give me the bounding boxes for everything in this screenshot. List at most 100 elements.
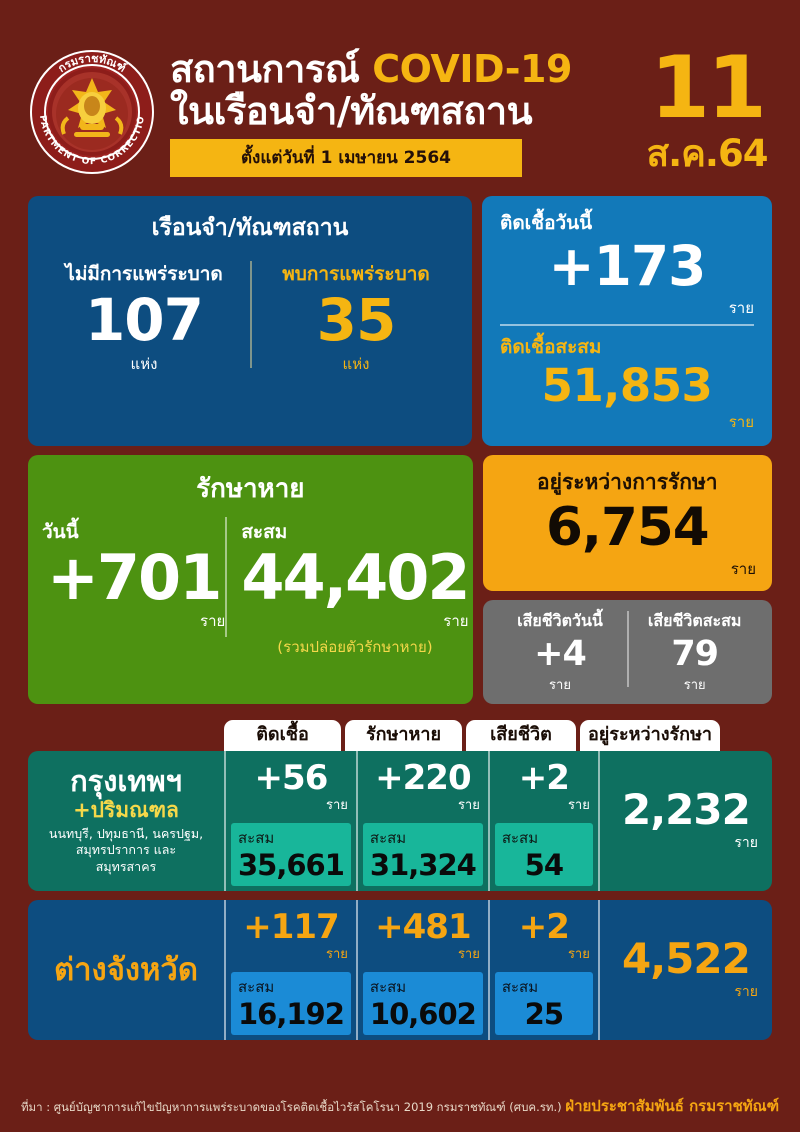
panel-recovered: รักษาหาย วันนี้ +701 ราย สะสม 44,402 ราย… [28,455,473,704]
panel-infected: ติดเชื้อวันนี้ +173 ราย ติดเชื้อสะสม 51,… [482,196,772,447]
unit: ราย [734,983,758,1000]
cell-recovered: +481 ราย สะสม 10,602 [355,899,488,1040]
treating-value: 4,522 [621,933,751,983]
column-header-infected: ติดเชื้อ [224,719,341,751]
cumulative-key: สะสม [369,829,407,848]
report-day-number: 11 [650,37,767,138]
right-stats-column: อยู่ระหว่างการรักษา 6,754 ราย เสียชีวิตว… [482,455,772,704]
stats-row-bottom: รักษาหาย วันนี้ +701 ราย สะสม 44,402 ราย… [28,455,772,704]
row-label-provinces: ต่างจังหวัด [28,900,224,1040]
infected-today-value: +173 [548,234,707,298]
region-table: ติดเชื้อ รักษาหาย เสียชีวิต อยู่ระหว่างร… [0,719,800,1040]
deaths-cumulative-unit: ราย [683,677,706,693]
recovered-cumulative: 31,324 [369,848,477,883]
unit: ราย [734,834,758,851]
deaths-today-label: เสียชีวิตวันนี้ [517,610,603,630]
title-block: สถานการณ์ COVID-19 ในเรือนจำ/ทัณฑสถาน ตั… [156,47,632,177]
cell-treating: 2,232 ราย [597,750,772,891]
panel-prisons: เรือนจำ/ทัณฑสถาน ไม่มีการแพร่ระบาด 107 แ… [28,196,472,447]
recovered-today-unit: ราย [200,612,226,631]
infected-today-unit: ราย [728,298,754,317]
row-name-main: ต่างจังหวัด [54,951,198,988]
infected-cumulative-value: 51,853 [541,358,713,412]
title-covid: COVID-19 [372,47,572,92]
infected-cumulative-unit: ราย [728,413,754,432]
column-header-deaths: เสียชีวิต [466,719,576,751]
page-title-line-2: ในเรือนจำ/ทัณฑสถาน [170,88,533,133]
cell-infected: +117 ราย สะสม 16,192 [224,899,356,1040]
panel-recovered-title: รักษาหาย [196,474,305,505]
department-of-corrections-seal-icon: กรมราชทัณฑ์ DEPARTMENT OF CORRECTIONS [28,48,156,176]
prisons-no-outbreak: ไม่มีการแพร่ระบาด 107 แห่ง [38,259,250,376]
infected-today-label: ติดเชื้อวันนี้ [500,212,593,234]
recovered-cumulative-unit: ราย [443,612,469,631]
cell-deaths: +2 ราย สะสม 25 [487,899,598,1040]
cell-treating: 4,522 ราย [597,899,772,1040]
recovered-today-label: วันนี้ [42,521,79,544]
stats-row-top: เรือนจำ/ทัณฑสถาน ไม่มีการแพร่ระบาด 107 แ… [28,196,772,447]
deaths-today: +2 [518,906,570,947]
cumulative-key: สะสม [238,829,275,848]
header: กรมราชทัณฑ์ DEPARTMENT OF CORRECTIONS สถ… [0,0,800,196]
recovered-cumulative: 10,602 [369,997,477,1032]
no-outbreak-label: ไม่มีการแพร่ระบาด [65,263,223,285]
outbreak-label: พบการแพร่ระบาด [282,263,430,285]
outbreak-unit: แห่ง [342,354,370,373]
treating-value: 6,754 [545,497,710,559]
cell-infected: +56 ราย สะสม 35,661 [224,750,356,891]
unit: ราย [457,947,480,963]
cumulative-key: สะสม [238,978,275,997]
infected-today: +117 [243,906,339,947]
treating-value: 2,232 [621,784,751,834]
recovered-cumulative-value: 44,402 [241,541,470,615]
prisons-with-outbreak: พบการแพร่ระบาด 35 แห่ง [250,259,462,376]
table-row: ต่างจังหวัด +117 ราย สะสม 16,192 +481 รา… [28,899,772,1040]
deaths-today-value: +4 [534,633,587,674]
treating-title: อยู่ระหว่างการรักษา [537,470,718,495]
recovered-today: วันนี้ +701 ราย [42,517,225,659]
footer: ที่มา : ศูนย์บัญชาการแก้ไขปัญหาการแพร่ระ… [0,1094,800,1118]
unit: ราย [567,798,590,814]
treating-unit: ราย [730,559,756,578]
cumulative-key: สะสม [501,829,539,848]
report-month-year: ส.ค.64 [632,132,782,172]
divider [500,323,754,326]
deaths-cumulative: เสียชีวิตสะสม 79 ราย [627,609,762,695]
table-column-headers: ติดเชื้อ รักษาหาย เสียชีวิต อยู่ระหว่างร… [224,719,772,751]
cell-recovered: +220 ราย สะสม 31,324 [355,750,488,891]
table-row: กรุงเทพฯ +ปริมณฑล นนทบุรี, ปทุมธานี, นคร… [28,750,772,891]
column-header-treating: อยู่ระหว่างรักษา [580,719,720,751]
row-label-bangkok: กรุงเทพฯ +ปริมณฑล นนทบุรี, ปทุมธานี, นคร… [28,751,224,891]
infected-cumulative-label: ติดเชื้อสะสม [500,335,602,358]
detail-line-3: สมุทรสาคร [95,858,157,874]
deaths-cumulative: 54 [524,848,564,883]
row-name-main: กรุงเทพฯ [70,763,182,798]
recovered-today-value: +701 [46,541,222,615]
unit: ราย [457,798,480,814]
deaths-today: +2 [518,757,570,798]
infected-cumulative: 16,192 [238,997,345,1032]
cumulative-key: สะสม [501,978,539,997]
cell-deaths: +2 ราย สะสม 54 [487,750,598,891]
cumulative-key: สะสม [369,978,407,997]
row-name-sub: +ปริมณฑล [73,797,179,822]
stats-grid: เรือนจำ/ทัณฑสถาน ไม่มีการแพร่ระบาด 107 แ… [0,196,800,704]
page-title-line-1: สถานการณ์ COVID-19 [170,49,632,90]
deaths-today: เสียชีวิตวันนี้ +4 ราย [493,609,628,695]
date-range-badge: ตั้งแต่วันที่ 1 เมษายน 2564 [170,138,522,177]
panel-deaths: เสียชีวิตวันนี้ +4 ราย เสียชีวิตสะสม 79 … [482,599,772,704]
panel-under-treatment: อยู่ระหว่างการรักษา 6,754 ราย [482,455,772,591]
infected-today: +56 [254,757,329,798]
column-header-recovered: รักษาหาย [345,719,462,751]
panel-prisons-title: เรือนจำ/ทัณฑสถาน [151,215,349,241]
report-date: 11 ส.ค.64 [632,37,782,172]
recovered-cumulative-label: สะสม [241,521,288,544]
recovered-today: +481 [375,906,471,947]
detail-line-2: สมุทรปราการ และ [75,842,177,858]
footer-source: ที่มา : ศูนย์บัญชาการแก้ไขปัญหาการแพร่ระ… [20,1100,562,1114]
title-thai: สถานการณ์ [170,47,360,92]
deaths-cumulative-value: 79 [671,633,719,674]
row-name-detail: นนทบุรี, ปทุมธานี, นครปฐม, สมุทรปราการ แ… [49,826,203,876]
deaths-cumulative: 25 [524,997,564,1032]
